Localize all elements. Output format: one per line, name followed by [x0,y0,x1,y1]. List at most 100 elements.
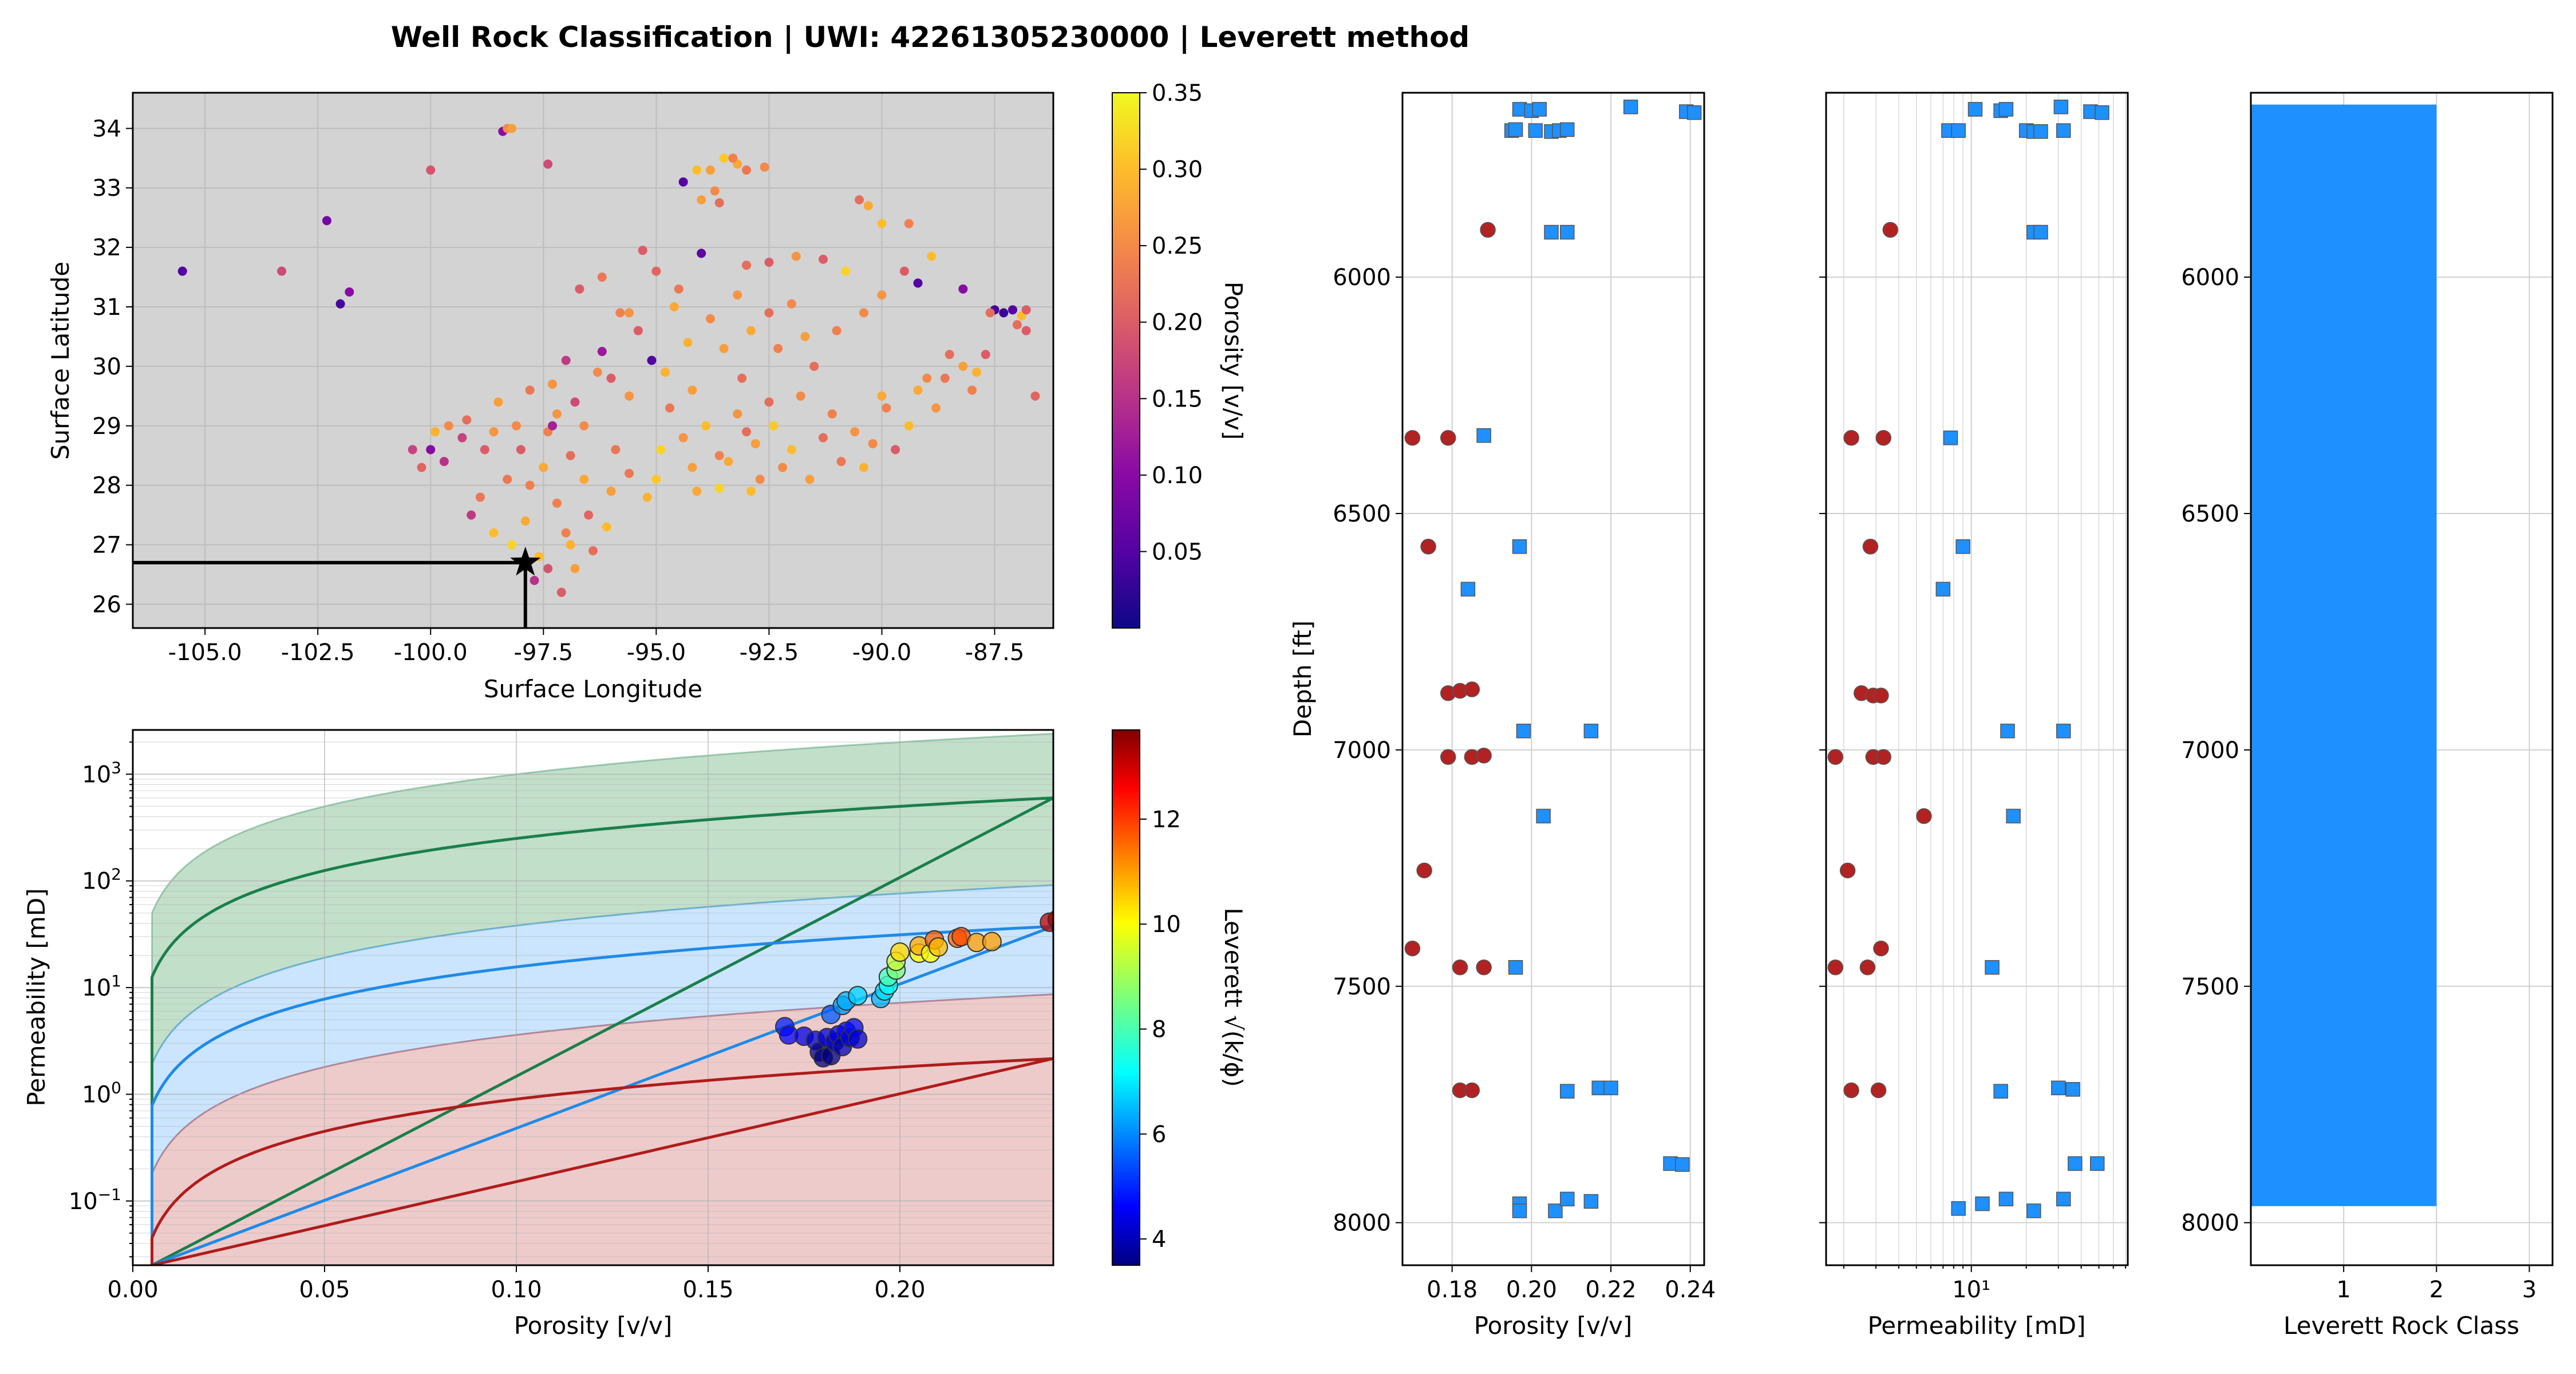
well-point [985,308,995,318]
well-point [778,463,788,472]
well-point [507,124,517,133]
porosity-colorbar-label: Porosity [v/v] [1219,282,1247,440]
map-y-tick-label: 33 [92,175,121,202]
permeability-track-x-label: Permeability [mD] [1867,1312,2085,1340]
well-point [584,510,594,520]
well-point [552,498,562,508]
well-point [701,421,711,431]
map-y-tick-label: 31 [92,294,121,321]
leverett-y-tick-label: 102 [82,865,121,895]
well-point [742,427,751,437]
porosity-track-grid [1402,93,1704,1265]
rock-class-x-label: Leverett Rock Class [2283,1312,2519,1340]
leverett-x-tick-label: 0.15 [682,1277,733,1303]
well-point [462,415,472,425]
well-point [791,251,801,261]
sample-square [2053,100,2069,114]
sample-square [1967,102,1983,117]
leverett-x-tick-label: 0.05 [299,1277,350,1303]
sample-square [1935,582,1951,597]
well-point [548,380,558,389]
sample-square [1560,1084,1575,1099]
rock-class-band [151,732,1053,1065]
well-point [408,445,417,455]
well-point [530,575,539,585]
permeability-track-frame [1825,92,2129,1266]
well-point [742,260,751,270]
sample-circle [1875,749,1891,765]
sample-square [1975,1196,1990,1211]
well-point [697,195,706,204]
sample-circle [1916,808,1932,824]
well-point [592,368,602,377]
map-y-tick-label: 29 [92,413,121,440]
well-point [913,278,923,288]
well-point [714,483,724,493]
depth-tick-label: 6000 [1333,264,1391,291]
rock-class-x-tick-label: 3 [2522,1277,2537,1303]
well-point [651,475,661,484]
well-point [638,246,647,255]
well-point [597,273,607,282]
depth-tick-label: 6500 [2181,501,2239,527]
well-point [688,385,697,395]
well-point [922,373,932,383]
sample-circle [1870,1082,1887,1099]
well-point [940,373,950,383]
sample-square [2026,1203,2041,1218]
well-point [426,165,436,175]
sample-square [1508,122,1523,137]
well-point [625,391,634,401]
well-point [981,350,990,360]
sample-circle [1839,862,1856,879]
porosity-track: 6000 6500 7000 7500 8000 0.18 0.20 0.22 0.24 Por… [1289,92,1716,1340]
well-point [520,516,530,526]
well-point [556,587,566,597]
well-point [819,433,828,443]
tick-exponent: 3 [111,758,121,777]
sample-point [1064,918,1082,936]
sample-square [1998,102,2014,117]
well-point [444,421,453,431]
well-point [927,251,937,261]
sample-square [2056,724,2071,739]
rock-class-curve [151,925,1053,1265]
well-point [683,338,693,348]
well-point [475,492,485,502]
well-point [467,510,476,520]
depth-tick-label: 8000 [2181,1210,2239,1237]
sample-square [2095,105,2109,120]
well-point [566,540,575,550]
sample-square [1508,960,1523,975]
sample-square [1560,1191,1575,1207]
sample-square [1512,539,1527,554]
rock-class-bars [2251,104,2437,1206]
well-point [430,427,440,437]
colorbar-tick-label: 10 [1152,911,1181,938]
well-point [769,421,779,431]
well-point [552,409,562,418]
sample-square [1560,122,1575,137]
well-point [656,445,666,455]
depth-tick-label: 6000 [2181,264,2239,291]
well-point [665,403,674,413]
sample-point [982,931,1002,951]
well-point [899,266,909,276]
well-point [787,299,796,309]
well-point [832,326,841,335]
well-point [503,475,512,484]
sample-square [1516,724,1531,739]
well-point [764,258,774,267]
well-point [746,326,756,335]
map-x-tick-label: -105.0 [168,639,242,666]
porosity-track-x-label: Porosity [v/v] [1474,1312,1632,1340]
sample-square [2056,1191,2071,1207]
well-point [588,546,598,555]
sample-circle [1843,1082,1859,1099]
well-point [967,385,977,395]
well-point [764,308,774,318]
well-point [714,198,724,208]
well-point [561,356,571,365]
permeability-track-grid [1826,93,2128,1265]
well-point [800,331,810,341]
